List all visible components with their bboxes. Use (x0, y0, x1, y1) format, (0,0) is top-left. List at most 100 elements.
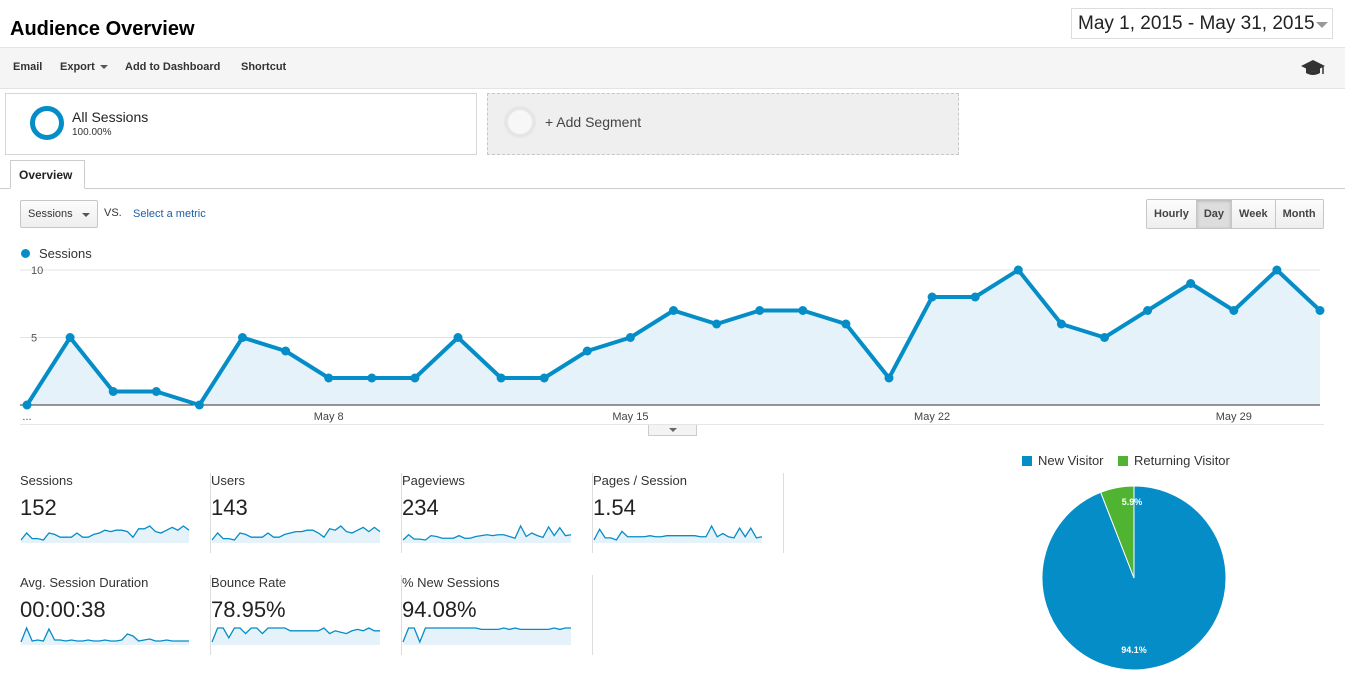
sessions-chart: 5 10... May 8 May 15 May 22 May 29 (20, 265, 1325, 423)
data-point[interactable] (367, 373, 377, 383)
legend-swatch (1022, 456, 1032, 466)
granularity-hourly-button[interactable]: Hourly (1147, 200, 1196, 228)
sparkline-line (402, 524, 572, 541)
metric-tile[interactable]: Users 143 (211, 473, 402, 553)
sparkline (211, 525, 381, 543)
data-point[interactable] (582, 346, 592, 356)
metric-value: 143 (211, 495, 248, 520)
sparkline-line (20, 525, 190, 541)
metric-value: 152 (20, 495, 57, 520)
sparkline (20, 525, 190, 543)
metric-tile[interactable]: Pageviews 234 (402, 473, 593, 553)
sparkline (402, 627, 571, 645)
pie-legend-new-label: New Visitor (1038, 453, 1104, 468)
sparkline (20, 626, 189, 645)
legend-label: Sessions (39, 246, 92, 261)
granularity-month-button[interactable]: Month (1274, 200, 1323, 228)
data-point[interactable] (410, 373, 420, 383)
metric-label: Bounce Rate (211, 575, 287, 590)
granularity-day-button[interactable]: Day (1195, 200, 1232, 228)
data-point[interactable] (798, 306, 808, 315)
tab-divider (0, 188, 1345, 189)
sparkline-line (593, 524, 763, 541)
data-point[interactable] (1100, 333, 1109, 342)
graduation-cap-icon[interactable] (1300, 58, 1326, 78)
data-point[interactable] (970, 292, 980, 302)
select-metric-link[interactable]: Select a metric (133, 208, 206, 220)
x-tick-label: May 15 (612, 411, 648, 423)
sparkline-line (402, 627, 571, 644)
data-point[interactable] (65, 333, 75, 342)
data-point[interactable] (1315, 306, 1325, 315)
data-point[interactable] (841, 319, 851, 329)
data-point[interactable] (625, 333, 635, 342)
data-point[interactable] (281, 346, 291, 356)
data-point[interactable] (755, 306, 765, 315)
data-point[interactable] (453, 333, 463, 342)
data-point[interactable] (194, 400, 204, 410)
email-button[interactable]: Email (13, 61, 43, 73)
segment-percent: 100.00% (72, 127, 112, 138)
metric-value: 78.95% (211, 597, 286, 622)
granularity-week-button[interactable]: Week (1231, 200, 1275, 228)
add-segment-label: + Add Segment (545, 114, 642, 130)
data-point[interactable] (324, 373, 334, 383)
x-tick-label: May 8 (314, 411, 344, 423)
data-point[interactable] (238, 333, 247, 342)
metric-value: 234 (402, 495, 439, 520)
y-tick-label: 10 (31, 265, 43, 277)
metric-value: 94.08% (402, 597, 477, 622)
sparkline-area (594, 526, 762, 543)
export-label: Export (60, 61, 95, 73)
data-point[interactable] (1272, 265, 1282, 275)
data-point[interactable] (927, 292, 937, 302)
data-point[interactable] (496, 373, 506, 383)
data-point[interactable] (884, 373, 894, 383)
chart-collapse-handle[interactable] (648, 425, 697, 436)
chart-bottom-border (20, 424, 1324, 425)
sparkline-area (212, 628, 380, 645)
date-range-picker[interactable]: May 1, 2015 - May 31, 2015 (1071, 8, 1333, 39)
segment-all-sessions[interactable]: All Sessions 100.00% (5, 93, 477, 155)
data-point[interactable] (1056, 319, 1066, 329)
chevron-down-icon (669, 428, 677, 432)
metric-tile[interactable]: Sessions 152 (20, 473, 211, 553)
shortcut-button[interactable]: Shortcut (241, 61, 287, 73)
pie-slice-returning-visitor[interactable] (1100, 485, 1135, 579)
tab-overview[interactable]: Overview (10, 160, 85, 189)
data-point[interactable] (1143, 306, 1153, 315)
legend-marker (21, 249, 30, 258)
metric-tile[interactable]: Bounce Rate 78.95% (211, 575, 402, 655)
metric-label: Avg. Session Duration (20, 575, 149, 590)
legend-swatch (1118, 456, 1128, 466)
toolbar: Email Export Add to Dashboard Shortcut (0, 47, 1345, 89)
sparkline-area (21, 526, 189, 543)
data-point[interactable] (669, 306, 678, 315)
add-segment-button[interactable]: + Add Segment (487, 93, 959, 155)
data-point[interactable] (22, 400, 32, 410)
pie-legend-new: New Visitor (1022, 453, 1104, 468)
add-to-dashboard-button[interactable]: Add to Dashboard (125, 61, 221, 73)
metric-tile[interactable]: Avg. Session Duration 00:00:38 (20, 575, 211, 655)
pie-label-returning: 5.9% (1122, 497, 1143, 507)
metric-tile[interactable]: % New Sessions 94.08% (402, 575, 593, 655)
data-point[interactable] (712, 319, 722, 329)
sparkline (593, 524, 763, 543)
page-title: Audience Overview (10, 18, 195, 40)
export-button[interactable]: Export (60, 61, 108, 73)
data-point[interactable] (1186, 279, 1196, 288)
metric-select[interactable]: Sessions (20, 200, 98, 228)
sparkline (402, 524, 572, 543)
data-point[interactable] (539, 373, 549, 383)
data-point[interactable] (1229, 306, 1239, 315)
metric-label: Users (211, 473, 245, 488)
x-tick-label: May 29 (1216, 411, 1252, 423)
data-point[interactable] (1013, 265, 1023, 275)
data-point[interactable] (151, 387, 161, 396)
metric-tile[interactable]: Pages / Session 1.54 (593, 473, 784, 553)
segment-name: All Sessions (72, 109, 149, 125)
chevron-down-icon (1316, 22, 1328, 28)
data-point[interactable] (108, 387, 118, 396)
sparkline (211, 627, 380, 645)
granularity-toggle: Hourly Day Week Month (1146, 199, 1324, 229)
